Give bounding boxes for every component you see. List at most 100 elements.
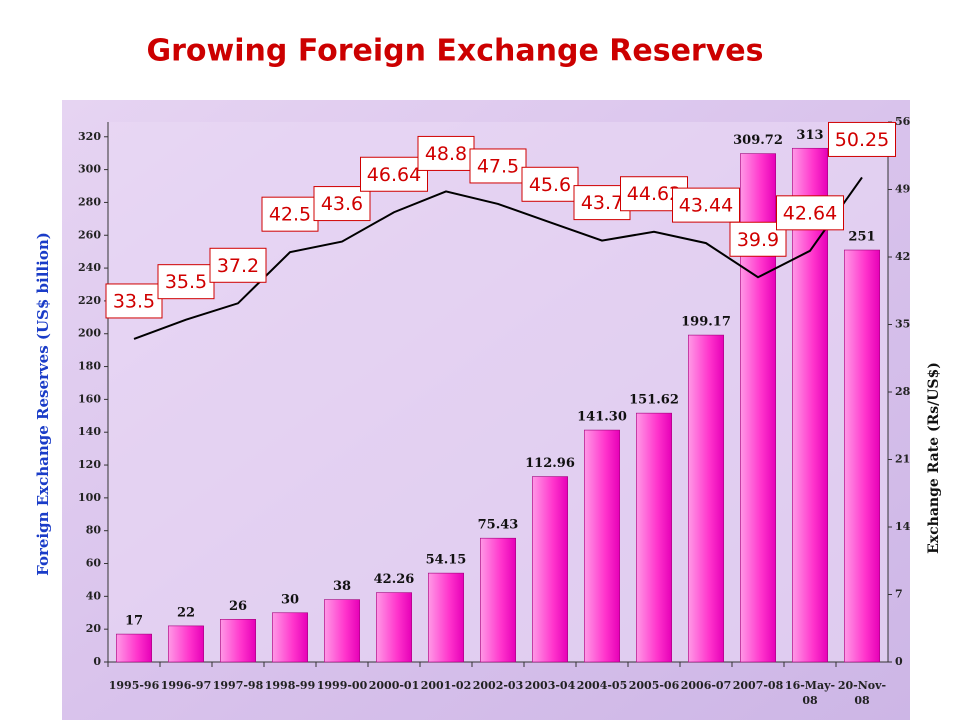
x-tick-label: 2000-01 [369,679,420,692]
y-tick-label: 200 [78,327,101,340]
line-label-box [360,156,428,192]
bar [272,612,308,663]
y-tick-label: 0 [93,655,101,668]
x-tick-label: 1999-00 [317,679,368,692]
bar [584,429,620,663]
y2-tick-label: 35 [895,318,910,331]
y-tick-label: 160 [78,392,101,405]
line-label-box [672,187,740,223]
bar [532,476,568,663]
bar [116,633,152,663]
x-tick-label: 2003-04 [525,679,576,692]
y2-tick-label: 42 [895,250,910,263]
bar-label: 54.15 [426,553,467,568]
bar-label: 42.26 [374,572,415,587]
x-tick-label: 2002-03 [473,679,524,692]
bar [844,249,880,663]
line-label-box [209,247,267,283]
bar-label: 313 [796,128,823,143]
bar-label: 251 [848,230,875,245]
x-tick-label: 2001-02 [421,679,472,692]
x-tick-label: 1998-99 [265,679,316,692]
y2-tick-label: 14 [895,520,911,533]
x-tick-label: 2004-05 [577,679,628,692]
y-tick-label: 80 [86,524,102,537]
y-tick-label: 240 [78,261,101,274]
y-tick-label: 180 [78,360,101,373]
line-label: 46.64 [367,164,421,186]
y2-axis-label: Exchange Rate (Rs/US$) [926,362,942,554]
line-label-box [261,196,319,232]
bar [220,619,256,663]
line-label: 44.62 [627,183,681,205]
line-label: 50.25 [835,129,889,151]
line [133,176,863,340]
line-label-box [521,166,579,202]
line-label: 33.5 [113,290,155,312]
y-tick-label: 120 [78,458,101,471]
bar-label: 112.96 [525,456,575,471]
x-tick-label: 16-May-08 [785,679,835,707]
line-label-box [729,221,787,257]
line-label: 47.5 [477,155,519,177]
y-axis-label: Foreign Exchange Reserves (US$ billion) [34,232,52,576]
y2-tick-label: 7 [895,588,903,601]
bar-label: 309.72 [733,133,783,148]
bar-label: 38 [333,579,351,594]
x-tick-label: 2005-06 [629,679,680,692]
bar-label: 22 [177,605,195,620]
bar-label: 141.30 [577,410,627,425]
x-tick-label: 1996-97 [161,679,212,692]
x-tick-label: 20-Nov-08 [838,679,886,707]
y-tick-label: 100 [78,491,101,504]
y2-tick-label: 56 [895,115,911,128]
y-tick-label: 300 [78,163,101,176]
line-label: 42.64 [783,202,837,224]
bar [688,334,724,663]
line-label: 43.44 [679,195,733,217]
line-label: 35.5 [165,271,207,293]
line-label-box [828,121,896,157]
y-tick-label: 20 [86,622,102,635]
bar-label: 26 [229,599,247,614]
x-tick-label: 2006-07 [681,679,732,692]
y-tick-label: 40 [86,589,102,602]
y-tick-label: 60 [86,557,102,570]
chart-title: Growing Foreign Exchange Reserves [147,34,764,69]
bar [428,572,464,663]
bar [376,592,412,663]
line-label: 42.5 [269,204,311,226]
bar-label: 75.43 [478,518,519,533]
bar [480,537,516,663]
bar [324,599,360,663]
line-label: 43.6 [321,193,363,215]
line-label: 48.8 [425,143,467,165]
bar-label: 30 [281,592,299,607]
bar [168,625,204,663]
line-label: 37.2 [217,255,259,277]
bar-label: 199.17 [681,315,731,330]
line-label: 43.7 [581,192,623,214]
x-tick-label: 2007-08 [733,679,784,692]
x-tick-label: 1995-96 [109,679,160,692]
line-label: 39.9 [737,229,779,251]
y-tick-label: 260 [78,228,101,241]
y-tick-label: 280 [78,195,101,208]
bar-label: 17 [125,614,143,629]
line-label-box [417,135,475,171]
bar-label: 151.62 [629,393,679,408]
y2-tick-label: 49 [895,183,910,196]
line-label: 45.6 [529,174,571,196]
line-label-box [469,148,527,184]
x-tick-label: 1997-98 [213,679,264,692]
line-label-box [776,195,844,231]
line-label-box [105,283,163,319]
y2-tick-label: 28 [895,385,911,398]
y-tick-label: 140 [78,425,101,438]
line-label-box [313,186,371,222]
y2-tick-label: 21 [895,453,910,466]
bar [636,412,672,663]
y-tick-label: 220 [78,294,101,307]
y-tick-label: 320 [78,130,101,143]
